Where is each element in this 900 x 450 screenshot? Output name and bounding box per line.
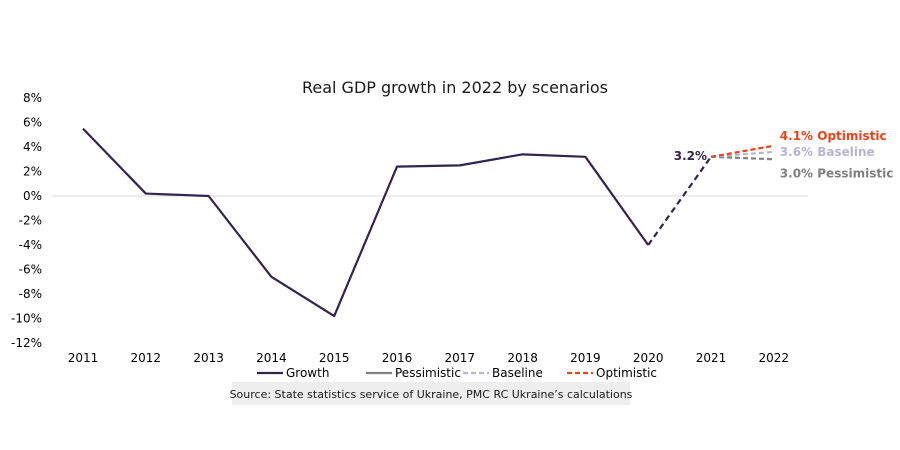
scenario-line-pessimistic (710, 155, 774, 161)
x-tick-label: 2018 (507, 351, 538, 365)
y-tick-label: 2% (23, 165, 42, 179)
y-tick-label: 0% (23, 189, 42, 203)
y-tick-label: -4% (19, 238, 42, 252)
source-box (232, 382, 630, 405)
x-tick-label: 2022 (759, 351, 790, 365)
legend-label-growth: Growth (286, 366, 329, 380)
y-tick-label: -8% (19, 287, 42, 301)
legend-label-pessimistic: Pessimistic (395, 366, 461, 380)
y-tick-label: -6% (19, 263, 42, 277)
legend: Growth Pessimistic Baseline Optimistic (257, 366, 657, 380)
x-tick-label: 2021 (696, 351, 727, 365)
y-tick-label: 6% (23, 116, 42, 130)
source-note: Source: State statistics service of Ukra… (230, 382, 633, 405)
legend-label-baseline: Baseline (492, 366, 543, 380)
x-tick-label: 2019 (570, 351, 601, 365)
series-group (82, 127, 774, 318)
x-tick-label: 2011 (68, 351, 99, 365)
y-tick-label: 4% (23, 140, 42, 154)
x-tick-label: 2014 (256, 351, 287, 365)
scenario-label-baseline: 3.6% Baseline (780, 145, 875, 159)
y-tick-label: -2% (19, 214, 42, 228)
source-text: Source: State statistics service of Ukra… (230, 388, 633, 401)
annotations-group: 3.2% 3.0% Pessimistic 3.6% Baseline 4.1% Op… (674, 129, 894, 180)
scenario-label-optimistic: 4.1% Optimistic (780, 129, 887, 143)
y-tick-label: 8% (23, 91, 42, 105)
scenario-label-pessimistic: 3.0% Pessimistic (780, 166, 894, 180)
x-tick-label: 2012 (131, 351, 162, 365)
y-tick-label: -10% (11, 312, 42, 326)
chart-title: Real GDP growth in 2022 by scenarios (302, 78, 608, 97)
x-tick-label: 2016 (382, 351, 413, 365)
x-tick-label: 2020 (633, 351, 664, 365)
y-tick-label: -12% (11, 336, 42, 350)
y-axis-ticks: 8% 6% 4% 2% 0% -2% -4% -6% -8% -10% -12% (11, 91, 42, 350)
x-axis-ticks: 2011 2012 2013 2014 2015 2016 2017 2018 2019 2020… (68, 351, 789, 365)
x-tick-label: 2017 (445, 351, 476, 365)
annotation-2021-value: 3.2% (674, 149, 707, 163)
x-tick-label: 2013 (193, 351, 224, 365)
legend-label-optimistic: Optimistic (596, 366, 657, 380)
x-tick-label: 2015 (319, 351, 350, 365)
scenario-line-optimistic (710, 144, 774, 158)
growth-line (82, 127, 650, 318)
growth-forecast-line (647, 156, 712, 246)
